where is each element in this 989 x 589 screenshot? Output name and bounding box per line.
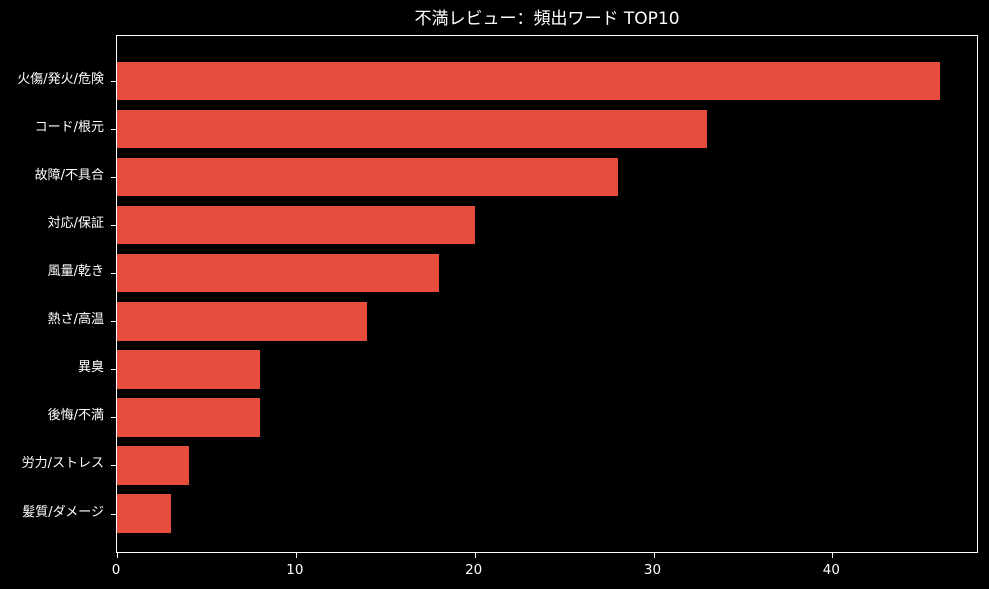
bar <box>117 302 368 341</box>
y-tick-mark <box>111 177 116 179</box>
x-tick-mark <box>117 553 118 558</box>
y-tick-mark <box>111 129 116 131</box>
bar <box>117 109 708 149</box>
x-tick-label: 40 <box>822 562 840 578</box>
x-tick-mark <box>474 553 476 558</box>
chart-title: 不満レビュー：頻出ワード TOP10 <box>414 9 680 29</box>
y-tick-mark <box>111 513 116 515</box>
x-tick-label: 30 <box>643 562 662 578</box>
bar <box>117 398 261 437</box>
bar <box>117 494 171 533</box>
plot-area <box>111 35 978 558</box>
bar <box>117 350 261 389</box>
x-tick-mark <box>653 553 655 558</box>
x-tick-mark <box>832 553 834 558</box>
bar <box>117 205 475 245</box>
y-tick-mark <box>111 81 116 82</box>
y-tick-label: 火傷/発火/危険 <box>17 72 104 87</box>
x-tick-label: 10 <box>286 562 304 578</box>
bar <box>117 446 189 485</box>
y-tick-label: 熱さ/高温 <box>47 312 104 328</box>
bar <box>117 253 439 293</box>
y-tick-mark <box>111 369 116 371</box>
y-tick-label: 風量/乾き <box>47 264 104 280</box>
y-tick-mark <box>111 225 116 227</box>
x-tick-label: 0 <box>111 562 121 578</box>
y-tick-label: 異臭 <box>77 360 104 376</box>
y-tick-label: 対応/保証 <box>47 216 104 232</box>
y-tick-label: 髪質/ダメージ <box>22 504 104 520</box>
y-tick-label: 後悔/不満 <box>47 408 104 424</box>
y-tick-mark <box>111 417 116 419</box>
y-tick-mark <box>111 465 116 467</box>
x-tick-mark <box>295 553 297 558</box>
bar <box>117 157 618 197</box>
y-tick-mark <box>111 273 116 275</box>
bar <box>117 61 940 101</box>
y-tick-label: 労力/ストレス <box>21 456 104 472</box>
y-tick-mark <box>111 321 116 323</box>
y-tick-label: コード/根元 <box>34 120 104 136</box>
x-tick-label: 20 <box>465 562 483 578</box>
y-tick-label: 故障/不具合 <box>34 168 104 184</box>
